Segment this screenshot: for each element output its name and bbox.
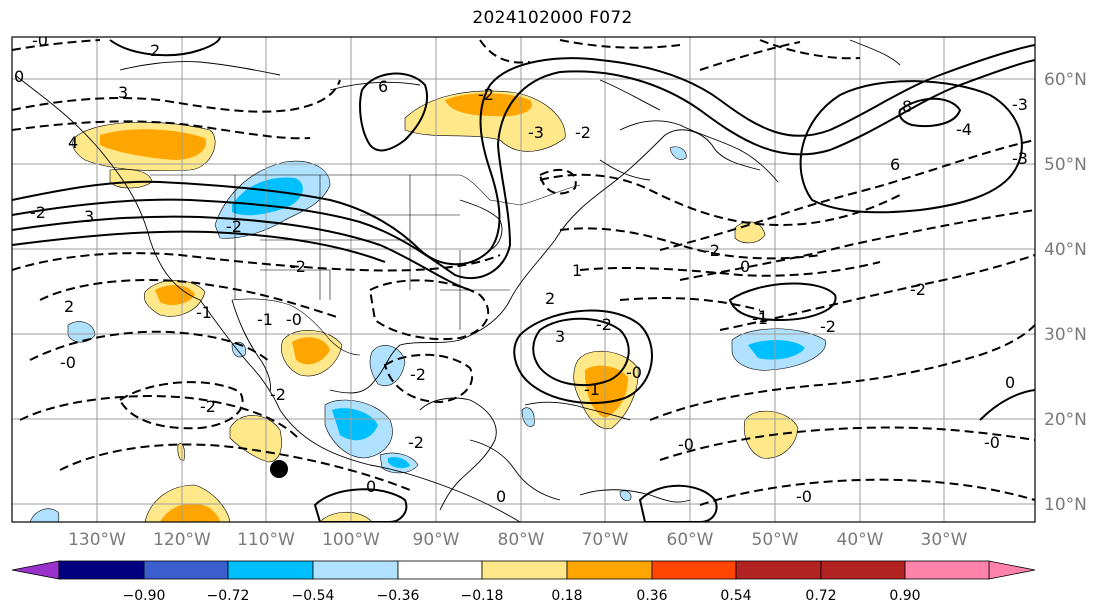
colorbar-segment [143, 560, 229, 580]
lat-label: 20°N [1044, 410, 1087, 430]
colorbar-segment [312, 560, 399, 580]
colorbar-label: 0.18 [551, 588, 582, 604]
colorbar-label: 0.36 [636, 588, 667, 604]
lon-label: 100°W [322, 530, 380, 550]
contour-label: -0 [626, 363, 642, 382]
lat-label: 10°N [1044, 495, 1087, 515]
contour-label: -2 [290, 257, 306, 276]
lon-label: 70°W [582, 530, 629, 550]
contour-label: -3 [1012, 149, 1028, 168]
colorbar-segment [227, 560, 314, 580]
lat-label: 60°N [1044, 70, 1087, 90]
colorbar-segment [58, 560, 145, 580]
map-title: 2024102000 F072 [472, 8, 633, 28]
lon-label: 120°W [153, 530, 211, 550]
contour-label: 3 [118, 83, 128, 102]
contour-label: -0 [678, 435, 694, 454]
lon-label: 30°W [921, 530, 968, 550]
colorbar-label: 0.72 [805, 588, 836, 604]
colorbar-segment [397, 560, 483, 580]
contour-label: -2 [200, 397, 216, 416]
colorbar-label: −0.36 [377, 588, 420, 604]
contour-label: 3 [84, 207, 94, 226]
contour-label: -2 [478, 85, 494, 104]
contour-label: -2 [226, 217, 242, 236]
dashed-contours [12, 39, 1035, 506]
contour-label: 0 [496, 487, 506, 506]
contour-label: -2 [820, 317, 836, 336]
latitude-labels: 60°N 50°N 40°N 30°N 20°N 10°N [1044, 70, 1087, 515]
colorbar-label: −0.72 [207, 588, 250, 604]
contour-label: 0 [366, 477, 376, 496]
contour-label: 8 [902, 97, 912, 116]
contour-label: 2 [64, 297, 74, 316]
contour-label: 1 [572, 261, 582, 280]
colorbar-labels: −0.90 −0.72 −0.54 −0.36 −0.18 0.18 0.36 … [123, 588, 921, 604]
colorbar-segment [566, 560, 653, 580]
contour-label: -3 [528, 123, 544, 142]
contour-label: 2 [545, 289, 555, 308]
contour-label: -1 [196, 303, 212, 322]
lat-label: 30°N [1044, 325, 1087, 345]
contour-label: 1 [758, 307, 768, 326]
lat-label: 50°N [1044, 155, 1087, 175]
lon-label: 40°W [837, 530, 884, 550]
contour-label: -2 [575, 123, 591, 142]
contour-label: -1 [752, 309, 768, 328]
colorbar-segment [904, 560, 990, 580]
contour-label: -4 [956, 120, 972, 139]
colorbar-label: 0.54 [720, 588, 751, 604]
lon-label: 50°W [752, 530, 799, 550]
lon-label: 130°W [68, 530, 126, 550]
contour-label: 4 [68, 133, 78, 152]
contour-label: 0 [740, 257, 750, 276]
lon-label: 90°W [413, 530, 460, 550]
contour-label: -1 [584, 380, 600, 399]
coastlines [14, 39, 901, 522]
contour-label: -0 [984, 433, 1000, 452]
contour-labels: 2 -0 3 4 0 6 -3 -2 3 -2 2 8 6 -3 -2 1 -4… [14, 31, 1028, 506]
contour-label: -3 [1012, 95, 1028, 114]
colorbar-label: −0.54 [292, 588, 335, 604]
contour-label: -2 [596, 315, 612, 334]
contour-label: -1 [257, 310, 273, 329]
contour-label: -2 [408, 433, 424, 452]
colorbar-segment [735, 560, 822, 580]
lon-label: 110°W [237, 530, 295, 550]
contour-label: -2 [30, 203, 46, 222]
contour-label: -0 [32, 31, 48, 50]
contour-label: -2 [410, 365, 426, 384]
contour-label: -2 [704, 241, 720, 260]
contour-label: 0 [14, 67, 24, 86]
colorbar-label: 0.90 [889, 588, 920, 604]
map-frame [11, 36, 1036, 523]
contour-label: -2 [270, 385, 286, 404]
contour-label: 6 [890, 155, 900, 174]
lat-label: 40°N [1044, 240, 1087, 260]
contour-label: -2 [910, 280, 926, 299]
colorbar-segment [651, 560, 737, 580]
longitude-labels: 130°W 120°W 110°W 100°W 90°W 80°W 70°W 6… [68, 530, 968, 550]
colorbar-extend-high [988, 560, 1036, 580]
gridlines [12, 37, 1035, 522]
colorbar-segment [820, 560, 906, 580]
lon-label: 80°W [498, 530, 545, 550]
colorbar-extend-low [11, 560, 60, 580]
lon-label: 60°W [667, 530, 714, 550]
contour-label: -0 [796, 487, 812, 506]
contour-label: 6 [378, 77, 388, 96]
colorbar [11, 560, 1036, 580]
colorbar-label: −0.18 [461, 588, 504, 604]
colorbar-segment [481, 560, 568, 580]
contour-label: 0 [1005, 373, 1015, 392]
contour-label: -0 [286, 310, 302, 329]
contour-label: 3 [555, 327, 565, 346]
colorbar-label: −0.90 [123, 588, 166, 604]
storm-center-marker [270, 460, 288, 478]
contour-label: 2 [150, 41, 160, 60]
contour-label: -0 [60, 353, 76, 372]
